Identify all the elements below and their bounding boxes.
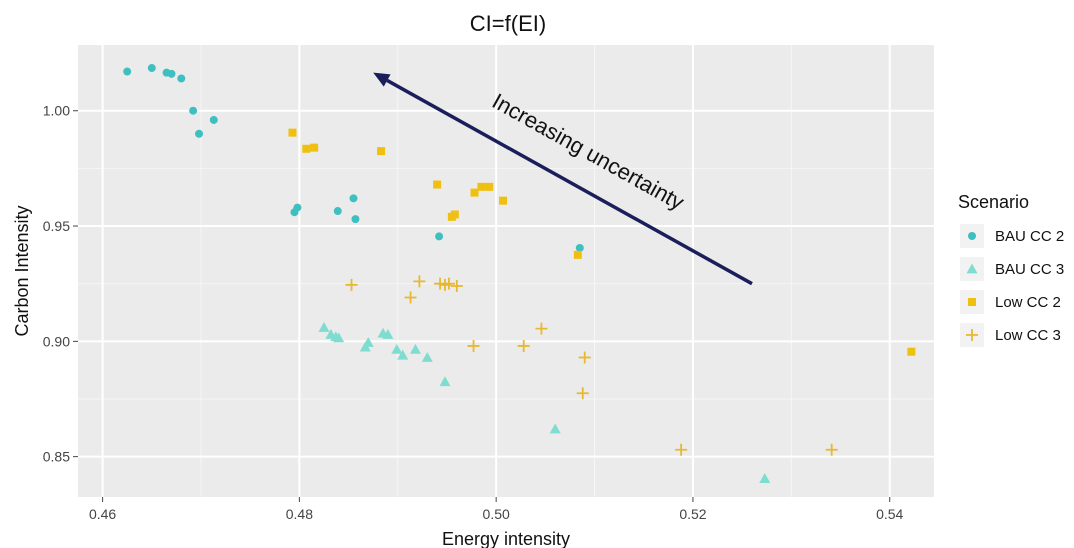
point-low-cc-2 bbox=[288, 128, 297, 137]
point-bau-cc-3 bbox=[759, 473, 771, 483]
legend-label-low-cc-2: Low CC 2 bbox=[995, 294, 1061, 311]
point-bau-cc-3 bbox=[382, 328, 394, 339]
y-tick-label: 0.90 bbox=[43, 333, 70, 349]
x-tick-label: 0.48 bbox=[286, 506, 313, 522]
point-bau-cc-2 bbox=[123, 67, 132, 76]
point-low-cc-2 bbox=[450, 210, 459, 219]
axis-ticks: 0.46 0.48 0.50 0.52 0.54 0.85 0.90 0.95 1.00 bbox=[43, 103, 904, 522]
point-low-cc-2 bbox=[302, 144, 311, 153]
legend: Scenario BAU CC 2 BAU CC 3 Low CC 2 Low CC … bbox=[958, 192, 1064, 347]
point-bau-cc-3 bbox=[439, 376, 451, 387]
point-low-cc-2 bbox=[573, 250, 582, 259]
point-low-cc-3 bbox=[450, 279, 463, 292]
point-bau-cc-2 bbox=[293, 203, 302, 212]
legend-item-low-cc-2: Low CC 2 bbox=[960, 290, 1061, 314]
uncertainty-arrow bbox=[386, 78, 753, 286]
point-low-cc-3 bbox=[576, 387, 589, 400]
point-bau-cc-3 bbox=[421, 351, 433, 362]
point-bau-cc-3 bbox=[397, 349, 409, 360]
legend-marker-bau-cc-3 bbox=[966, 263, 978, 274]
point-bau-cc-2 bbox=[177, 74, 186, 83]
point-low-cc-2 bbox=[470, 188, 479, 197]
grid-lines bbox=[78, 45, 934, 497]
point-low-cc-3 bbox=[517, 339, 530, 352]
point-low-cc-3 bbox=[535, 322, 548, 335]
point-low-cc-3 bbox=[413, 275, 426, 288]
legend-item-low-cc-3: Low CC 3 bbox=[960, 323, 1061, 347]
point-bau-cc-3 bbox=[318, 322, 330, 332]
point-low-cc-2 bbox=[499, 196, 508, 205]
x-tick-label: 0.50 bbox=[483, 506, 510, 522]
point-low-cc-3 bbox=[578, 351, 591, 364]
legend-marker-bau-cc-2 bbox=[968, 232, 976, 240]
point-bau-cc-3 bbox=[409, 343, 421, 354]
legend-label-low-cc-3: Low CC 3 bbox=[995, 327, 1061, 344]
x-tick-label: 0.54 bbox=[876, 506, 903, 522]
legend-label-bau-cc-2: BAU CC 2 bbox=[995, 228, 1064, 245]
data-points bbox=[123, 64, 916, 483]
x-tick-label: 0.46 bbox=[89, 506, 116, 522]
y-axis-label: Carbon Intensity bbox=[12, 205, 32, 336]
legend-title: Scenario bbox=[958, 192, 1029, 212]
point-low-cc-2 bbox=[433, 180, 442, 189]
point-bau-cc-2 bbox=[351, 215, 360, 224]
point-low-cc-3 bbox=[442, 277, 455, 290]
y-tick-label: 1.00 bbox=[43, 103, 70, 119]
point-bau-cc-2 bbox=[195, 129, 204, 138]
legend-marker-low-cc-2 bbox=[968, 298, 976, 306]
point-low-cc-3 bbox=[825, 443, 838, 456]
legend-item-bau-cc-3: BAU CC 3 bbox=[960, 257, 1064, 281]
point-bau-cc-2 bbox=[209, 115, 218, 124]
point-low-cc-2 bbox=[377, 147, 386, 156]
point-bau-cc-2 bbox=[189, 106, 198, 115]
point-low-cc-3 bbox=[467, 339, 480, 352]
point-bau-cc-2 bbox=[167, 69, 176, 78]
point-low-cc-2 bbox=[477, 182, 486, 191]
chart-title: CI=f(EI) bbox=[470, 11, 546, 36]
legend-item-bau-cc-2: BAU CC 2 bbox=[960, 224, 1064, 248]
legend-label-bau-cc-3: BAU CC 3 bbox=[995, 261, 1064, 278]
point-low-cc-3 bbox=[675, 443, 688, 456]
point-bau-cc-2 bbox=[575, 243, 584, 252]
point-low-cc-2 bbox=[907, 347, 916, 356]
point-bau-cc-3 bbox=[362, 336, 374, 347]
point-bau-cc-2 bbox=[333, 207, 342, 216]
point-low-cc-2 bbox=[485, 182, 494, 191]
x-tick-label: 0.52 bbox=[679, 506, 706, 522]
uncertainty-arrowhead bbox=[373, 72, 391, 87]
point-low-cc-3 bbox=[404, 291, 417, 304]
point-bau-cc-2 bbox=[349, 194, 358, 203]
point-bau-cc-3 bbox=[391, 343, 403, 354]
point-bau-cc-2 bbox=[147, 64, 156, 73]
x-axis-label: Energy intensity bbox=[442, 529, 570, 548]
point-low-cc-3 bbox=[345, 278, 358, 291]
point-bau-cc-2 bbox=[435, 232, 444, 241]
point-bau-cc-3 bbox=[549, 423, 561, 434]
legend-marker-low-cc-3 bbox=[966, 329, 978, 341]
y-tick-label: 0.85 bbox=[43, 449, 70, 465]
y-tick-label: 0.95 bbox=[43, 218, 70, 234]
point-bau-cc-3 bbox=[333, 332, 345, 343]
point-low-cc-2 bbox=[310, 143, 319, 152]
